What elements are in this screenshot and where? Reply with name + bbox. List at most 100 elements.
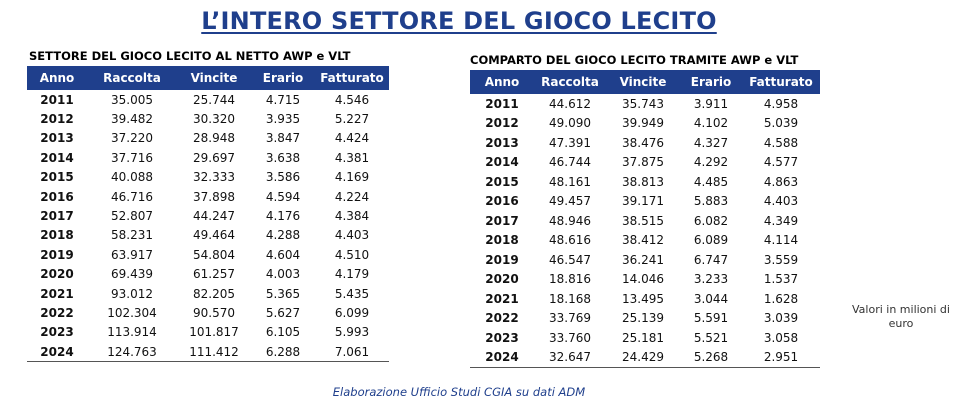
- source-footer: Elaborazione Ufficio Studi CGIA su dati …: [332, 385, 586, 399]
- value-cell: 4.292: [693, 155, 729, 170]
- value-cell: 46.716: [111, 189, 153, 204]
- value-cell: 4.577: [763, 155, 799, 170]
- left-table: Anno Raccolta Vincite Erario Fatturato 2011 3…: [27, 66, 389, 362]
- value-cell: 4.381: [334, 150, 370, 165]
- value-cell: 4.958: [763, 96, 799, 111]
- table-row: 2012 39.482 30.320 3.935 5.227: [27, 109, 389, 128]
- value-cell: 4.384: [334, 209, 370, 224]
- year-cell: 2016: [40, 189, 74, 204]
- value-cell: 25.139: [622, 311, 664, 326]
- value-cell: 25.181: [622, 330, 664, 345]
- value-cell: 38.412: [622, 233, 664, 248]
- value-cell: 82.205: [193, 286, 235, 301]
- value-cell: 24.429: [606, 347, 680, 368]
- table-row: 2022 102.304 90.570 5.627 6.099: [27, 303, 389, 322]
- value-cell: 3.911: [693, 96, 729, 111]
- value-cell: 3.058: [763, 330, 799, 345]
- value-cell: 58.231: [111, 228, 153, 243]
- value-cell: 1.628: [763, 291, 799, 306]
- value-cell: 48.161: [549, 174, 591, 189]
- value-cell: 63.917: [111, 247, 153, 262]
- value-cell: 1.537: [763, 272, 799, 287]
- table-row: 2018 48.616 38.412 6.089 4.114: [470, 231, 820, 251]
- year-cell: 2018: [485, 233, 519, 248]
- value-cell: 47.391: [549, 135, 591, 150]
- value-cell: 35.743: [622, 96, 664, 111]
- value-cell: 39.949: [622, 116, 664, 131]
- year-cell: 2021: [485, 291, 519, 306]
- value-cell: 38.813: [622, 174, 664, 189]
- table-row: 2020 69.439 61.257 4.003 4.179: [27, 265, 389, 284]
- value-cell: 4.546: [334, 92, 370, 107]
- value-cell: 113.914: [107, 325, 157, 340]
- value-cell: 52.807: [111, 209, 153, 224]
- value-cell: 4.604: [265, 247, 301, 262]
- value-cell: 37.716: [111, 150, 153, 165]
- table-row: 2019 63.917 54.804 4.604 4.510: [27, 245, 389, 264]
- table-row: 2011 35.005 25.744 4.715 4.546: [27, 90, 389, 109]
- table-row: 2016 49.457 39.171 5.883 4.403: [470, 192, 820, 212]
- value-cell: 29.697: [193, 150, 235, 165]
- year-cell: 2014: [40, 150, 74, 165]
- year-cell: 2018: [40, 228, 74, 243]
- value-cell: 7.061: [315, 342, 389, 362]
- table-row: 2017 52.807 44.247 4.176 4.384: [27, 206, 389, 225]
- table-row: 2012 49.090 39.949 4.102 5.039: [470, 114, 820, 134]
- value-cell: 4.424: [334, 131, 370, 146]
- table-row: 2024 32.647 24.429 5.268 2.951: [470, 347, 820, 368]
- value-cell: 6.089: [693, 233, 729, 248]
- value-cell: 5.627: [265, 305, 301, 320]
- year-cell: 2021: [40, 286, 74, 301]
- column-header: Raccolta: [541, 75, 599, 89]
- year-cell: 2011: [485, 96, 519, 111]
- table-row: 2016 46.716 37.898 4.594 4.224: [27, 187, 389, 206]
- value-cell: 5.993: [334, 325, 370, 340]
- value-cell: 5.039: [763, 116, 799, 131]
- value-cell: 13.495: [622, 291, 664, 306]
- table-header-row: Anno Raccolta Vincite Erario Fatturato: [470, 70, 820, 94]
- value-cell: 4.715: [265, 92, 301, 107]
- value-cell: 90.570: [193, 305, 235, 320]
- value-cell: 4.403: [334, 228, 370, 243]
- year-cell: 2019: [40, 247, 74, 262]
- value-cell: 3.586: [265, 170, 301, 185]
- table-row: 2013 47.391 38.476 4.327 4.588: [470, 133, 820, 153]
- year-cell: 2014: [485, 155, 519, 170]
- value-cell: 38.515: [622, 213, 664, 228]
- value-cell: 32.647: [534, 347, 606, 368]
- value-cell: 4.288: [265, 228, 301, 243]
- value-cell: 4.588: [763, 135, 799, 150]
- value-cell: 102.304: [107, 305, 157, 320]
- table-row: 2022 33.769 25.139 5.591 3.039: [470, 309, 820, 329]
- value-cell: 36.241: [622, 252, 664, 267]
- value-cell: 4.863: [763, 174, 799, 189]
- value-cell: 3.233: [693, 272, 729, 287]
- year-cell: 2013: [485, 135, 519, 150]
- column-header: Anno: [484, 75, 520, 89]
- value-cell: 101.817: [189, 325, 239, 340]
- left-table-subtitle: SETTORE DEL GIOCO LECITO AL NETTO AWP e …: [29, 49, 351, 63]
- value-cell: 5.883: [693, 194, 729, 209]
- value-cell: 5.268: [680, 347, 742, 368]
- value-cell: 30.320: [193, 112, 235, 127]
- value-cell: 39.171: [622, 194, 664, 209]
- units-note: Valori in milioni di euro: [852, 303, 950, 330]
- value-cell: 4.224: [334, 189, 370, 204]
- table-row: 2020 18.816 14.046 3.233 1.537: [470, 270, 820, 290]
- value-cell: 3.039: [763, 311, 799, 326]
- value-cell: 18.816: [549, 272, 591, 287]
- table-row: 2015 48.161 38.813 4.485 4.863: [470, 172, 820, 192]
- year-cell: 2015: [485, 174, 519, 189]
- value-cell: 5.227: [334, 112, 370, 127]
- year-cell: 2011: [40, 92, 74, 107]
- value-cell: 111.412: [177, 342, 251, 362]
- value-cell: 40.088: [111, 170, 153, 185]
- column-header: Erario: [690, 75, 732, 89]
- value-cell: 93.012: [111, 286, 153, 301]
- table-header-row: Anno Raccolta Vincite Erario Fatturato: [27, 66, 389, 90]
- value-cell: 6.105: [265, 325, 301, 340]
- value-cell: 39.482: [111, 112, 153, 127]
- year-cell: 2023: [40, 325, 74, 340]
- table-row: 2013 37.220 28.948 3.847 4.424: [27, 129, 389, 148]
- year-cell: 2012: [40, 112, 74, 127]
